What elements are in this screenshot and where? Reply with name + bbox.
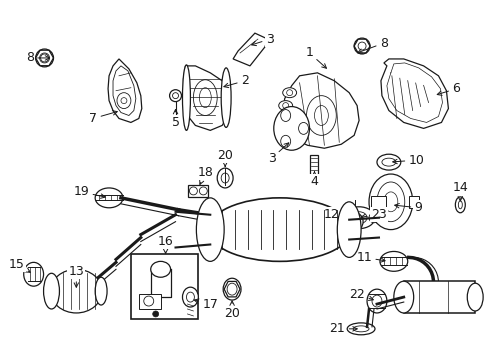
Bar [139,294,161,309]
Text: 11: 11 [355,251,384,264]
Polygon shape [380,59,447,129]
Text: 3: 3 [251,33,273,46]
Ellipse shape [346,323,374,335]
Ellipse shape [273,107,309,150]
Text: 2: 2 [224,74,248,87]
Bar [408,196,418,208]
Ellipse shape [346,213,362,231]
Ellipse shape [298,122,308,134]
Text: 12: 12 [323,208,352,221]
Ellipse shape [196,198,224,261]
Text: 6: 6 [436,82,459,95]
Bar [370,196,385,208]
Text: 23: 23 [360,208,386,221]
Ellipse shape [381,158,395,166]
Text: 22: 22 [348,288,372,301]
Ellipse shape [182,65,190,130]
Ellipse shape [379,251,407,271]
Ellipse shape [24,262,43,286]
Ellipse shape [368,174,412,230]
Polygon shape [282,73,358,148]
Ellipse shape [280,109,290,121]
Ellipse shape [337,202,360,257]
Ellipse shape [50,269,102,313]
Text: 21: 21 [329,322,357,336]
Ellipse shape [467,283,482,311]
Text: 15: 15 [9,258,30,272]
Ellipse shape [352,326,368,332]
Ellipse shape [221,68,231,127]
Ellipse shape [95,277,107,305]
Ellipse shape [376,154,400,170]
Text: 7: 7 [89,111,117,125]
Polygon shape [233,33,267,66]
Polygon shape [183,66,228,130]
Text: 19: 19 [73,185,105,198]
Ellipse shape [208,198,350,261]
Ellipse shape [339,213,348,223]
Text: 18: 18 [197,166,213,184]
Ellipse shape [217,168,233,188]
Text: 14: 14 [451,181,467,201]
Ellipse shape [182,287,198,307]
Ellipse shape [368,213,378,223]
Bar [310,155,318,175]
Ellipse shape [43,273,60,309]
Text: 17: 17 [194,297,218,311]
Text: 9: 9 [394,201,422,214]
Ellipse shape [393,281,413,313]
Text: 16: 16 [158,235,173,253]
Text: 4: 4 [310,171,318,189]
Bar [131,255,198,319]
Ellipse shape [223,278,241,300]
Ellipse shape [152,311,158,317]
Ellipse shape [169,90,181,102]
Ellipse shape [343,207,374,229]
Ellipse shape [95,188,122,208]
Text: 8: 8 [357,37,387,53]
Text: 8: 8 [25,51,49,64]
Text: 13: 13 [68,265,84,287]
Bar [403,281,474,313]
Bar [188,185,208,197]
Polygon shape [108,59,142,122]
Ellipse shape [150,261,170,277]
Text: 5: 5 [171,109,179,129]
Ellipse shape [280,135,290,147]
Ellipse shape [277,113,291,123]
Ellipse shape [278,100,292,111]
Text: 20: 20 [217,149,233,166]
Ellipse shape [454,197,464,213]
Ellipse shape [117,93,131,109]
Text: 20: 20 [224,301,240,320]
Text: 1: 1 [305,46,326,68]
Ellipse shape [281,126,295,136]
Ellipse shape [282,88,296,98]
Polygon shape [113,66,136,116]
Text: 10: 10 [392,154,424,167]
Text: 3: 3 [267,143,288,165]
Ellipse shape [353,38,369,54]
